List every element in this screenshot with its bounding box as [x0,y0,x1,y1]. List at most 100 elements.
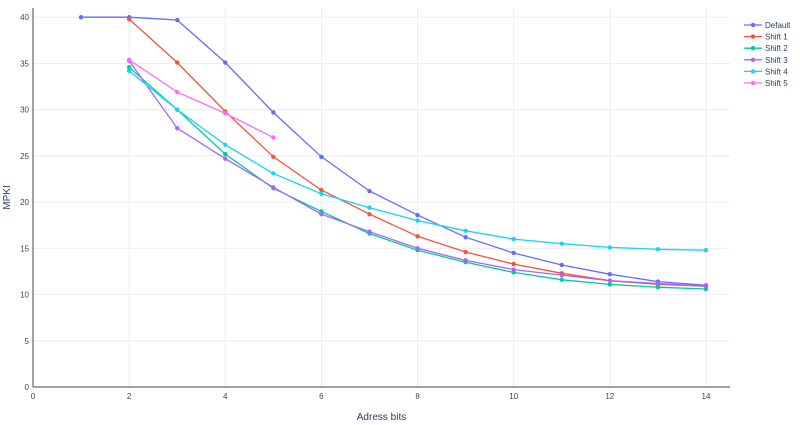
data-point-default [463,235,468,240]
y-tick-label: 10 [20,291,29,300]
legend-marker [750,46,756,51]
y-axis-title: MPKI [2,185,13,209]
data-point-shift-3 [175,125,180,131]
y-tick-label: 25 [20,152,29,161]
data-point-default [319,154,324,160]
legend-item-shift-3[interactable]: Shift 3 [744,56,788,65]
data-point-shift-4 [319,191,324,197]
data-point-shift-4 [367,205,372,210]
series-line-default [81,16,707,286]
series-shift-4 [126,68,709,253]
data-point-shift-5 [175,89,180,95]
x-tick-label: 14 [702,392,711,401]
data-point-shift-1 [415,234,420,239]
data-point-shift-4 [559,241,564,246]
data-point-shift-4 [175,107,180,112]
data-point-shift-4 [511,236,516,242]
data-point-shift-3 [559,272,564,278]
legend-label: Default [765,21,791,30]
data-point-shift-4 [415,218,420,223]
data-point-shift-4 [655,247,661,252]
data-point-shift-3 [367,229,372,234]
legend-item-default[interactable]: Default [744,21,791,30]
data-point-default [607,272,613,277]
legend-marker [750,80,756,86]
grid-lines [33,8,730,387]
data-point-default [175,17,180,23]
data-point-default [415,212,420,218]
legend-marker [750,34,756,39]
data-point-shift-3 [415,246,420,251]
data-point-shift-3 [223,156,228,161]
data-point-shift-4 [703,247,709,253]
legend-label: Shift 2 [765,44,788,53]
x-tick-labels: 0 2 4 6 8 10 12 14 [31,392,711,401]
data-point-shift-3 [463,258,468,263]
x-tick-label: 10 [509,392,518,401]
data-point-shift-2 [223,151,228,157]
series-default [78,15,709,288]
legend-label: Shift 4 [765,67,788,76]
legend-label: Shift 3 [765,56,788,65]
legend[interactable]: Default Shift 1 Shift 2 Shift 3 Shift 4 Shift… [744,21,791,88]
data-point-shift-2 [655,284,661,290]
x-axis-title: Adress bits [357,412,406,423]
data-point-shift-1 [511,261,516,267]
y-tick-labels: 0 5 10 15 20 25 30 35 40 [20,13,29,392]
data-point-shift-1 [175,60,180,65]
y-tick-label: 35 [20,59,29,68]
data-point-default [271,110,276,115]
data-point-default [559,262,564,268]
legend-label: Shift 1 [765,33,788,42]
x-tick-label: 12 [605,392,614,401]
legend-item-shift-2[interactable]: Shift 2 [744,44,788,53]
series-lines [78,15,709,292]
data-point-shift-4 [271,171,276,176]
legend-marker [750,57,756,62]
series-line-shift-5 [128,59,274,138]
y-tick-label: 15 [20,244,29,253]
data-point-shift-2 [607,282,613,287]
data-point-default [367,188,372,194]
data-point-shift-3 [607,278,613,283]
data-point-shift-4 [223,142,228,148]
data-point-shift-5 [223,111,228,116]
x-tick-label: 6 [319,392,324,401]
series-shift-3 [126,58,709,289]
data-point-shift-3 [655,281,661,286]
data-point-default [511,250,516,256]
series-shift-5 [126,57,276,140]
data-point-shift-4 [126,68,132,74]
legend-item-shift-5[interactable]: Shift 5 [744,79,788,88]
y-tick-label: 20 [20,198,29,207]
x-tick-label: 2 [127,392,132,401]
data-point-shift-1 [463,249,468,255]
data-point-shift-3 [703,284,709,289]
data-point-shift-4 [607,245,613,250]
data-point-shift-3 [511,267,516,272]
data-point-shift-3 [271,185,276,190]
legend-marker [750,69,756,74]
data-point-shift-2 [126,64,132,70]
x-tick-label: 4 [223,392,228,401]
x-tick-label: 0 [31,392,36,401]
legend-item-shift-1[interactable]: Shift 1 [744,33,788,42]
y-tick-label: 40 [20,13,29,22]
y-tick-label: 30 [20,106,29,115]
data-point-shift-1 [319,187,324,193]
data-point-shift-1 [367,211,372,217]
data-point-shift-3 [319,211,324,217]
data-point-shift-2 [559,277,564,282]
y-tick-label: 0 [25,383,30,392]
legend-item-shift-4[interactable]: Shift 4 [744,67,788,76]
data-point-shift-5 [271,135,276,140]
data-point-shift-1 [126,16,132,22]
axes [32,8,730,388]
data-point-default [78,15,84,20]
data-point-shift-4 [463,228,468,233]
legend-marker [750,22,756,28]
legend-label: Shift 5 [765,79,788,88]
data-point-default [223,60,228,65]
y-tick-label: 5 [25,337,30,346]
